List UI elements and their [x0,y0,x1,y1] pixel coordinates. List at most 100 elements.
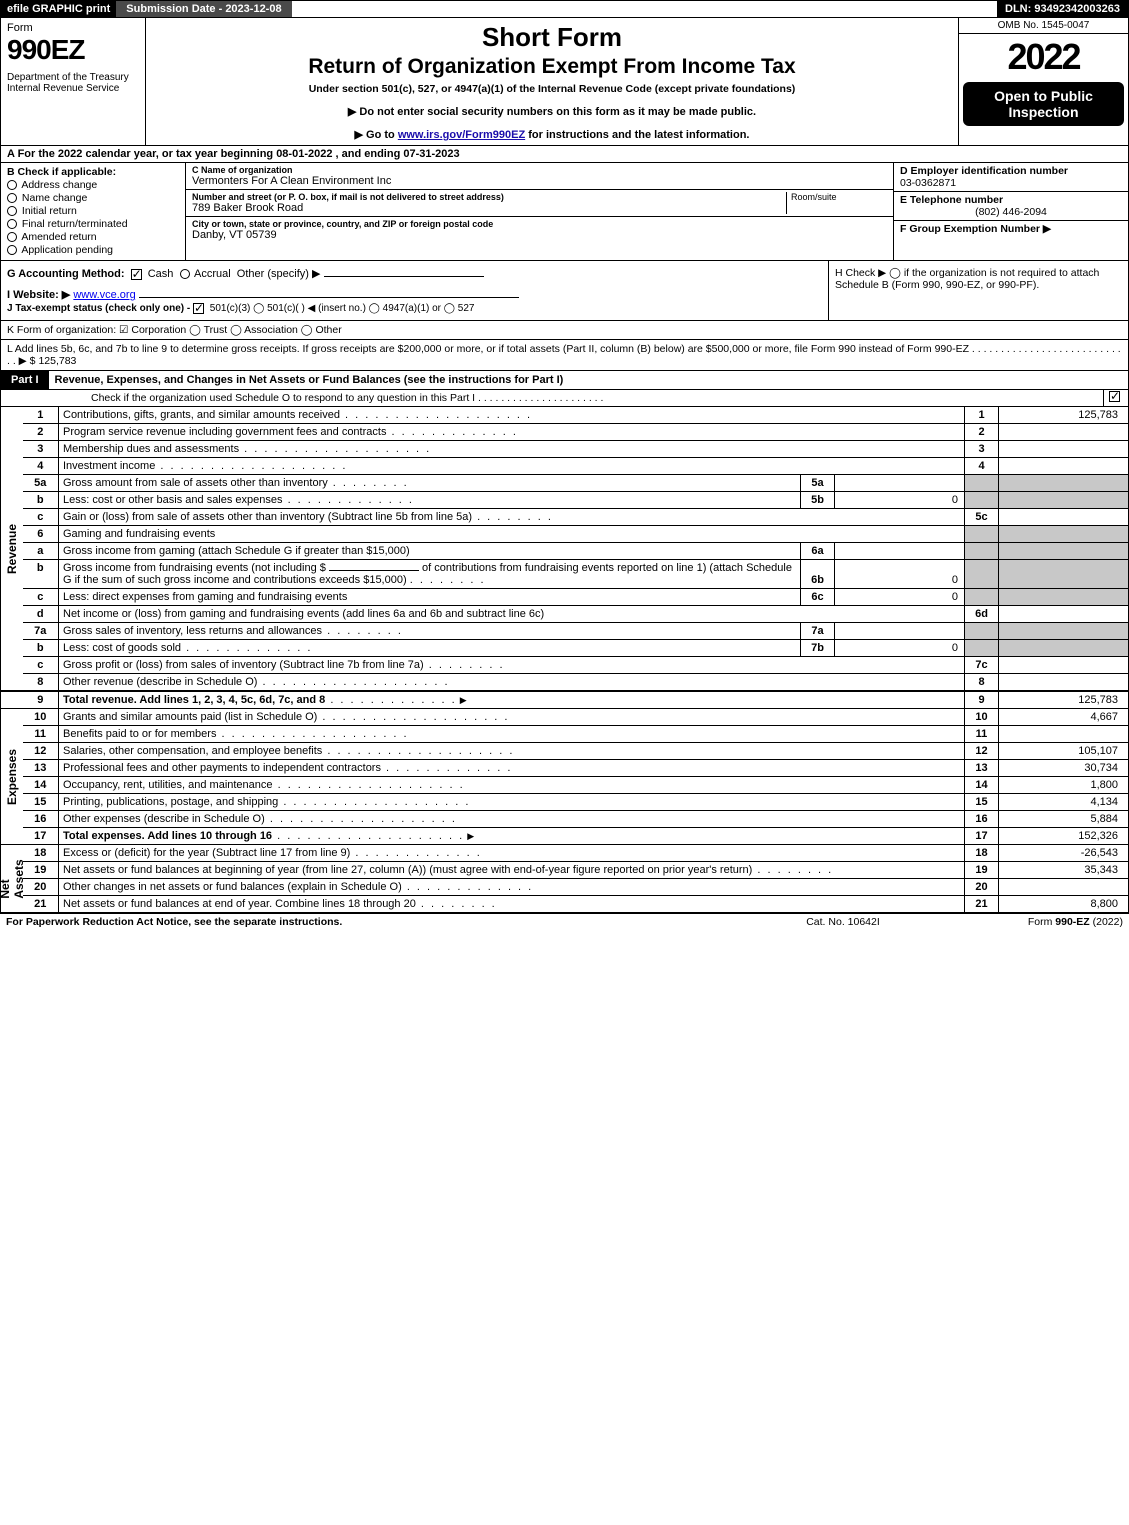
l12-num: 12 [23,743,59,760]
main-title: Return of Organization Exempt From Incom… [154,55,950,79]
l6b-sn: 6b [801,560,835,589]
l7c-desc: Gross profit or (loss) from sales of inv… [59,657,965,674]
row-k-form-org: K Form of organization: ☑ Corporation ◯ … [0,321,1129,340]
street-value: 789 Baker Brook Road [192,202,782,214]
website-link[interactable]: www.vce.org [73,289,135,301]
l8-desc: Other revenue (describe in Schedule O) [59,674,965,692]
top-bar: efile GRAPHIC print Submission Date - 20… [0,0,1129,18]
l21-amt: 8,800 [999,896,1129,913]
ein-label: D Employer identification number [900,165,1068,177]
chk-cash[interactable] [131,269,142,280]
l5c-amt [999,509,1129,526]
l4-num: 4 [23,458,59,475]
col-b-head: B Check if applicable: [7,166,116,178]
l9-amt: 125,783 [999,691,1129,709]
cell-ein: D Employer identification number 03-0362… [894,163,1128,192]
l6a-sa [835,543,965,560]
l18-amt: -26,543 [999,845,1129,862]
row-h-schedule-b: H Check ▶ ◯ if the organization is not r… [828,261,1128,320]
l18-num: 18 [23,845,59,862]
open-to-public: Open to Public Inspection [963,82,1124,126]
vlabel-netassets-cell: Net Assets [1,845,23,913]
l18-desc: Excess or (deficit) for the year (Subtra… [59,845,965,862]
footer-formref: Form 990-EZ (2022) [943,916,1123,928]
l10-amt: 4,667 [999,709,1129,726]
l5b-sn: 5b [801,492,835,509]
part1-schedO-checkbox[interactable] [1103,390,1128,406]
l3-num: 3 [23,441,59,458]
vlabel-netassets: Net Assets [0,859,26,898]
l16-desc: Other expenses (describe in Schedule O) [59,811,965,828]
row-g-accounting: G Accounting Method: Cash Accrual Other … [7,267,822,280]
l15-r: 15 [965,794,999,811]
l6a-sn: 6a [801,543,835,560]
l10-num: 10 [23,709,59,726]
l7b-sa: 0 [835,640,965,657]
l1-r: 1 [965,407,999,424]
l9-r: 9 [965,691,999,709]
l2-amt [999,424,1129,441]
l12-amt: 105,107 [999,743,1129,760]
l9-num: 9 [23,691,59,709]
irs-link[interactable]: www.irs.gov/Form990EZ [398,129,525,141]
l10-r: 10 [965,709,999,726]
l19-desc: Net assets or fund balances at beginning… [59,862,965,879]
l21-r: 21 [965,896,999,913]
l7b-desc: Less: cost of goods sold [59,640,801,657]
header-left: Form 990EZ Department of the Treasury In… [1,18,146,145]
efile-label[interactable]: efile GRAPHIC print [1,1,116,17]
l3-amt [999,441,1129,458]
l7c-r: 7c [965,657,999,674]
phone-label: E Telephone number [900,194,1003,206]
chk-name-change[interactable]: Name change [7,192,179,204]
cell-group-exemption: F Group Exemption Number ▶ [894,221,1128,237]
row-l-gross-receipts: L Add lines 5b, 6c, and 7b to line 9 to … [0,340,1129,371]
l13-amt: 30,734 [999,760,1129,777]
row-i-website: I Website: ▶ www.vce.org [7,288,822,301]
l12-desc: Salaries, other compensation, and employ… [59,743,965,760]
chk-application-pending[interactable]: Application pending [7,244,179,256]
form-header: Form 990EZ Department of the Treasury In… [0,18,1129,146]
form-number: 990EZ [7,34,139,66]
chk-accrual[interactable] [180,269,190,279]
form-word: Form [7,22,139,34]
gh-left: G Accounting Method: Cash Accrual Other … [1,261,828,320]
l20-num: 20 [23,879,59,896]
chk-amended-return[interactable]: Amended return [7,231,179,243]
l4-r: 4 [965,458,999,475]
l13-num: 13 [23,760,59,777]
part1-header: Part I Revenue, Expenses, and Changes in… [0,371,1129,390]
city-value: Danby, VT 05739 [192,229,887,241]
vlabel-expenses-cell: Expenses [1,709,23,845]
l6d-amt [999,606,1129,623]
l6a-num: a [23,543,59,560]
l5c-desc: Gain or (loss) from sale of assets other… [59,509,965,526]
chk-501c3[interactable] [193,303,204,314]
l5a-ashade [999,475,1129,492]
g-label: G Accounting Method: [7,268,125,280]
phone-value: (802) 446-2094 [900,206,1122,218]
omb-number: OMB No. 1545-0047 [959,18,1128,34]
l5a-sa [835,475,965,492]
l10-desc: Grants and similar amounts paid (list in… [59,709,965,726]
l17-desc: Total expenses. Add lines 10 through 16 [59,828,965,845]
l6c-num: c [23,589,59,606]
l3-r: 3 [965,441,999,458]
l5a-num: 5a [23,475,59,492]
chk-address-change[interactable]: Address change [7,179,179,191]
header-right: OMB No. 1545-0047 2022 Open to Public In… [958,18,1128,145]
chk-initial-return[interactable]: Initial return [7,205,179,217]
l4-amt [999,458,1129,475]
chk-final-return[interactable]: Final return/terminated [7,218,179,230]
col-d-e-f: D Employer identification number 03-0362… [893,163,1128,260]
l9-desc: Total revenue. Add lines 1, 2, 3, 4, 5c,… [59,691,965,709]
l15-desc: Printing, publications, postage, and shi… [59,794,965,811]
l17-amt: 152,326 [999,828,1129,845]
l5b-num: b [23,492,59,509]
l15-amt: 4,134 [999,794,1129,811]
l8-r: 8 [965,674,999,692]
l5b-desc: Less: cost or other basis and sales expe… [59,492,801,509]
l5a-sn: 5a [801,475,835,492]
l3-desc: Membership dues and assessments [59,441,965,458]
l11-amt [999,726,1129,743]
